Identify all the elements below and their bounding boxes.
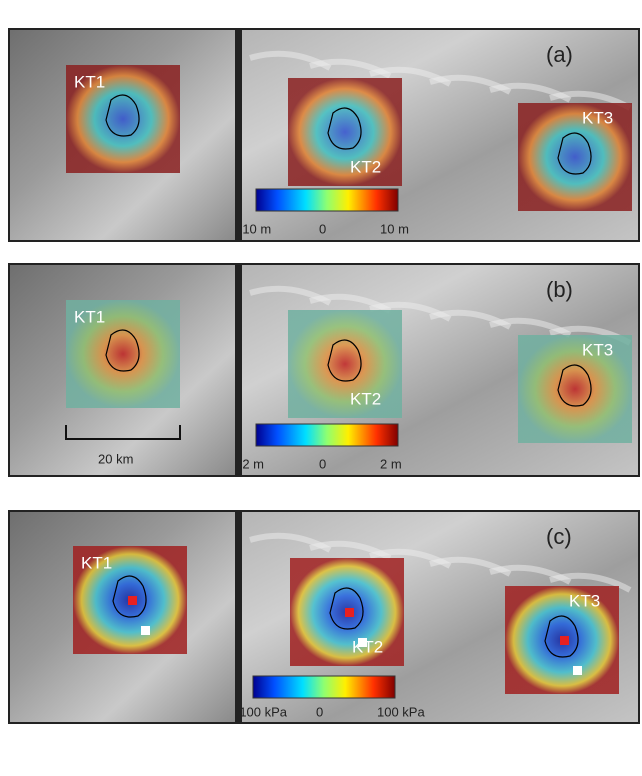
overlay-map — [288, 78, 402, 186]
colorbar-label: 10 m — [380, 221, 409, 236]
site-label: KT1 — [74, 307, 105, 326]
overlay-map — [518, 335, 632, 443]
panel-label: (a) — [546, 42, 573, 67]
outline — [329, 587, 364, 630]
outline — [105, 329, 140, 372]
site-label: KT2 — [350, 157, 381, 176]
outline — [557, 132, 592, 175]
overlay-map — [288, 310, 402, 418]
outline — [327, 339, 362, 382]
source-marker — [345, 608, 354, 617]
site-label: KT1 — [74, 72, 105, 91]
site-label: KT3 — [582, 108, 613, 127]
colorbar-label: 0 — [316, 704, 323, 719]
site-label: KT2 — [352, 637, 383, 656]
scale-label: 20 km — [98, 451, 133, 466]
colorbar — [255, 188, 399, 212]
scale-bar — [65, 425, 181, 440]
site-label: KT3 — [569, 591, 600, 610]
panel-label: (c) — [546, 524, 572, 549]
colorbar-label: 2 m — [380, 456, 402, 471]
outline — [112, 575, 147, 618]
source-marker — [560, 636, 569, 645]
site-label: KT3 — [582, 340, 613, 359]
colorbar-label: -2 m — [238, 456, 264, 471]
station-marker — [573, 666, 582, 675]
colorbar-label: 100 kPa — [377, 704, 425, 719]
colorbar-label: -10 m — [238, 221, 271, 236]
site-label: KT2 — [350, 389, 381, 408]
overlay-map — [66, 300, 180, 408]
colorbar-label: 0 — [319, 221, 326, 236]
colorbar — [252, 675, 396, 699]
outline — [544, 615, 579, 658]
colorbar-label: -100 kPa — [235, 704, 288, 719]
terrain-streak — [549, 572, 632, 593]
station-marker — [358, 638, 367, 647]
colorbar — [255, 423, 399, 447]
outline — [105, 94, 140, 137]
panel-label: (b) — [546, 277, 573, 302]
colorbar-label: 0 — [319, 456, 326, 471]
overlay-map — [66, 65, 180, 173]
outline — [557, 364, 592, 407]
source-marker — [128, 596, 137, 605]
outline — [327, 107, 362, 150]
site-label: KT1 — [81, 553, 112, 572]
overlay-map — [518, 103, 632, 211]
station-marker — [141, 626, 150, 635]
